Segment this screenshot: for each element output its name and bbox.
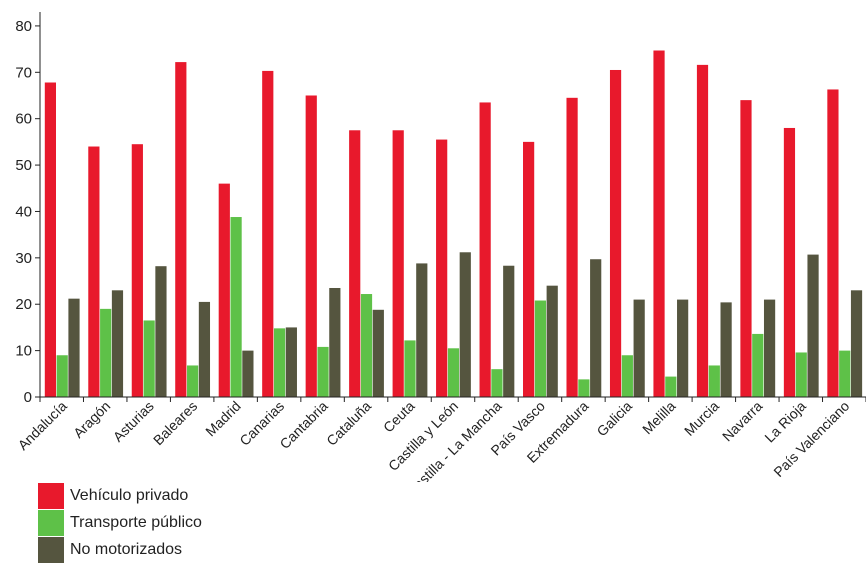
- bar-no-motorizados-extremadura: [590, 259, 602, 397]
- bar-no-motorizados-andalucia: [68, 298, 80, 397]
- y-tick-label: 50: [15, 157, 32, 174]
- bar-no-motorizados-cataluna: [372, 309, 384, 397]
- bar-transporte-publico-galicia: [621, 355, 633, 397]
- bar-no-motorizados-asturias: [155, 266, 167, 397]
- x-tick-label-ceuta: Ceuta: [380, 398, 418, 436]
- bar-transporte-publico-ceuta: [404, 340, 416, 397]
- bar-transporte-publico-andalucia: [56, 355, 68, 397]
- bar-vehiculo-privado-extremadura: [566, 97, 578, 397]
- bar-vehiculo-privado-la-rioja: [783, 127, 796, 397]
- x-tick-label-murcia: Murcia: [681, 398, 722, 439]
- legend-swatch-transporte-publico: [38, 509, 64, 536]
- bar-vehiculo-privado-ceuta: [392, 130, 404, 397]
- bar-transporte-publico-madrid: [230, 217, 242, 397]
- bar-vehiculo-privado-andalucia: [44, 82, 56, 397]
- bar-transporte-publico-navarra: [752, 333, 764, 397]
- bar-vehiculo-privado-melilla: [653, 50, 665, 397]
- bar-vehiculo-privado-cantabria: [305, 95, 317, 398]
- bar-vehiculo-privado-asturias: [131, 144, 143, 397]
- y-tick-label: 30: [15, 250, 32, 267]
- legend-swatch-vehiculo-privado: [38, 482, 64, 509]
- bar-transporte-publico-asturias: [143, 320, 155, 397]
- legend-label: No motorizados: [70, 540, 183, 558]
- x-tick-label-pais-valenciano: País Valenciano: [770, 398, 852, 480]
- bar-vehiculo-privado-pais-vasco: [523, 141, 535, 397]
- bar-transporte-publico-la-rioja: [795, 352, 807, 397]
- bar-vehiculo-privado-castilla-y-leon: [436, 139, 448, 397]
- bar-no-motorizados-cantabria: [329, 287, 341, 397]
- bar-transporte-publico-baleares: [187, 365, 199, 397]
- bar-vehiculo-privado-navarra: [740, 100, 752, 397]
- bar-vehiculo-privado-baleares: [175, 62, 187, 398]
- x-tick-label-baleares: Baleares: [150, 398, 200, 448]
- bar-transporte-publico-aragon: [100, 308, 112, 397]
- legend: Vehículo privado Transporte público No m…: [38, 482, 202, 563]
- legend-item-transporte-publico: Transporte público: [38, 509, 202, 536]
- bar-vehiculo-privado-cataluna: [349, 130, 361, 397]
- bar-vehiculo-privado-galicia: [609, 69, 622, 397]
- bar-vehiculo-privado-pais-valenciano: [827, 89, 839, 397]
- legend-swatch-no-motorizados: [38, 536, 64, 563]
- bar-transporte-publico-cantabria: [317, 346, 329, 397]
- bar-transporte-publico-canarias: [273, 328, 286, 397]
- bar-no-motorizados-castilla-y-leon: [459, 252, 471, 397]
- y-tick-label: 10: [15, 343, 32, 360]
- y-tick-label: 0: [24, 389, 32, 406]
- bar-transporte-publico-murcia: [708, 365, 720, 397]
- x-tick-label-navarra: Navarra: [719, 398, 766, 445]
- y-tick-label: 40: [15, 203, 32, 220]
- bar-chart: 0 10 20 30 40 50 60 70 80 Andalucía AragónAsturia…: [15, 12, 866, 482]
- bar-no-motorizados-pais-vasco: [546, 285, 558, 397]
- bar-transporte-publico-cataluna: [360, 294, 373, 397]
- bar-transporte-publico-castilla-y-leon: [447, 348, 460, 397]
- bar-transporte-publico-pais-valenciano: [839, 350, 851, 397]
- bar-no-motorizados-canarias: [285, 327, 297, 397]
- bar-no-motorizados-baleares: [198, 301, 211, 397]
- bar-vehiculo-privado-castilla-la-mancha: [479, 102, 491, 397]
- bar-vehiculo-privado-aragon: [88, 146, 100, 397]
- legend-label: Vehículo privado: [70, 486, 189, 504]
- bar-no-motorizados-la-rioja: [807, 254, 819, 397]
- bar-transporte-publico-castilla-la-mancha: [491, 369, 503, 397]
- bar-no-motorizados-ceuta: [416, 263, 428, 397]
- bar-no-motorizados-galicia: [633, 299, 645, 397]
- y-tick-label: 80: [15, 18, 32, 35]
- bar-transporte-publico-pais-vasco: [534, 300, 547, 397]
- x-tick-label-cataluna: Cataluña: [323, 398, 374, 449]
- bar-no-motorizados-madrid: [242, 350, 254, 397]
- y-axis: 0 10 20 30 40 50 60 70 80: [15, 12, 41, 406]
- bar-transporte-publico-melilla: [665, 376, 677, 397]
- y-tick-label: 60: [15, 111, 32, 128]
- bar-vehiculo-privado-murcia: [696, 64, 709, 397]
- x-tick-label-aragon: Aragón: [70, 398, 113, 441]
- bar-no-motorizados-navarra: [763, 299, 776, 397]
- bar-vehiculo-privado-madrid: [218, 183, 230, 397]
- x-tick-label-cantabria: Cantabria: [276, 398, 330, 452]
- bar-vehiculo-privado-canarias: [262, 70, 274, 397]
- bar-no-motorizados-melilla: [677, 299, 689, 397]
- bar-no-motorizados-pais-valenciano: [850, 290, 863, 397]
- y-tick-label: 70: [15, 64, 32, 81]
- bar-no-motorizados-aragon: [111, 290, 124, 397]
- legend-label: Transporte público: [70, 513, 202, 531]
- x-tick-label-melilla: Melilla: [639, 398, 679, 438]
- legend-item-no-motorizados: No motorizados: [38, 536, 202, 563]
- legend-item-vehiculo-privado: Vehículo privado: [38, 482, 202, 509]
- bar-no-motorizados-murcia: [720, 302, 732, 397]
- y-tick-label: 20: [15, 296, 32, 313]
- x-tick-label-madrid: Madrid: [202, 398, 244, 440]
- bar-no-motorizados-castilla-la-mancha: [503, 265, 515, 397]
- bar-transporte-publico-extremadura: [578, 379, 590, 397]
- x-tick-label-galicia: Galicia: [593, 398, 635, 440]
- bars: [44, 50, 863, 398]
